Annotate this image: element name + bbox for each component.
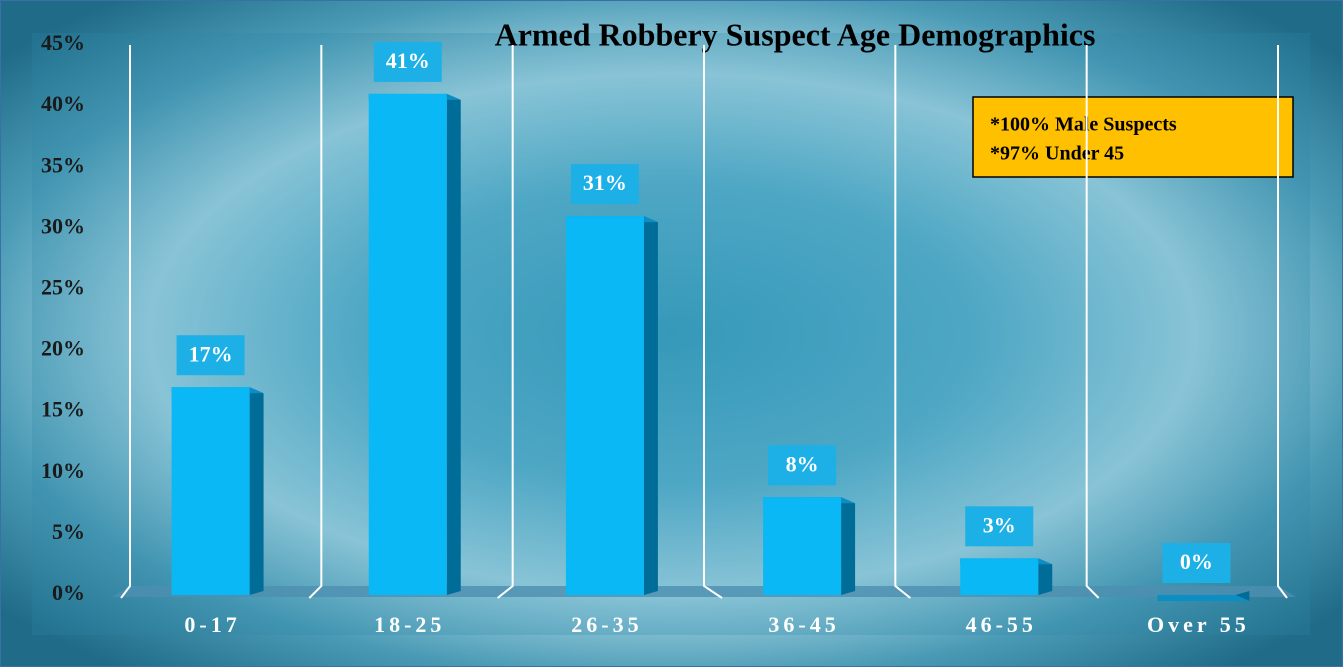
bar-side: [841, 497, 856, 595]
annotation: *97% Under 45: [990, 143, 1124, 165]
bar: [565, 216, 644, 595]
separator: [894, 45, 911, 599]
y-tick-label: 30%: [41, 213, 85, 238]
separator: [1277, 45, 1288, 599]
separator: [703, 45, 723, 599]
value-label: 8%: [786, 451, 819, 476]
x-tick-label: 18-25: [374, 612, 445, 637]
y-tick-label: 10%: [41, 458, 85, 483]
x-tick-label: 0-17: [184, 612, 240, 637]
separator: [1085, 45, 1100, 599]
value-label: 31%: [583, 170, 627, 195]
bar: [368, 93, 447, 595]
y-tick-label: 45%: [41, 30, 85, 55]
y-tick-label: 35%: [41, 152, 85, 177]
y-tick-label: 15%: [41, 397, 85, 422]
y-tick-label: 25%: [41, 274, 85, 299]
bar-side: [249, 387, 264, 595]
y-tick-label: 20%: [41, 336, 85, 361]
bar-top: [1157, 595, 1250, 601]
bar: [960, 558, 1039, 595]
bar: [171, 387, 250, 595]
value-label-box: [965, 506, 1034, 547]
value-label: 3%: [983, 512, 1016, 537]
separator: [497, 45, 514, 599]
annotation: *100% Male Suspects: [990, 114, 1177, 136]
value-label-box: [176, 335, 245, 376]
y-tick-label: 0%: [52, 580, 85, 605]
y-tick-label: 40%: [41, 91, 85, 116]
floor: [112, 586, 1296, 597]
annotation-box: [972, 96, 1294, 178]
value-label: 41%: [386, 48, 430, 73]
chart-title: Armed Robbery Suspect Age Demographics: [495, 16, 1096, 52]
value-label-box: [1162, 543, 1231, 583]
x-tick-label: 26-35: [571, 612, 642, 637]
bar-side: [643, 216, 658, 595]
value-label-box: [570, 164, 639, 205]
x-tick-label: 46-55: [966, 612, 1037, 637]
bar-side: [1038, 558, 1053, 595]
bar-side: [1235, 591, 1250, 601]
y-tick-label: 5%: [52, 519, 85, 544]
separator: [308, 45, 323, 599]
bar: [763, 497, 842, 595]
value-label-box: [373, 41, 442, 82]
value-label-box: [768, 445, 837, 486]
bar-side: [446, 93, 461, 595]
x-tick-label: Over 55: [1147, 612, 1250, 637]
separator: [120, 45, 131, 599]
value-label: 17%: [189, 341, 233, 366]
x-tick-label: 36-45: [768, 612, 839, 637]
value-label: 0%: [1180, 549, 1213, 574]
